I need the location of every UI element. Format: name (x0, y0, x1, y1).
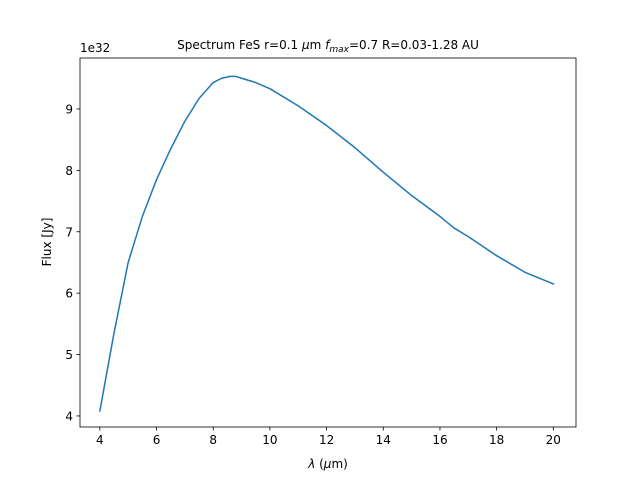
x-tick-label: 8 (209, 433, 217, 447)
y-tick-label: 4 (65, 409, 73, 423)
y-offset-text: 1e32 (80, 41, 110, 55)
chart-title: Spectrum FeS r=0.1 μm fmax=0.7 R=0.03-1.… (177, 38, 479, 55)
plot-frame (79, 57, 577, 428)
y-tick-label: 8 (65, 164, 73, 178)
x-tick-label: 12 (319, 433, 334, 447)
x-axis-label: λ (μm) (307, 457, 348, 471)
y-tick-label: 6 (65, 287, 73, 301)
y-tick-label: 7 (65, 225, 73, 239)
x-tick-label: 18 (489, 433, 504, 447)
x-tick-label: 10 (262, 433, 277, 447)
x-tick-label: 6 (153, 433, 161, 447)
series-line-flux (98, 75, 555, 412)
x-tick-label: 20 (546, 433, 561, 447)
y-tick-label: 5 (65, 348, 73, 362)
x-tick-label: 14 (376, 433, 391, 447)
x-tick-label: 16 (432, 433, 447, 447)
plot-area (80, 58, 576, 427)
ticks: 4 6 8 10 12 14 16 18 20 4 5 6 7 8 9 (65, 102, 561, 447)
y-axis-label: Flux [Jy] (40, 218, 54, 267)
y-tick-label: 9 (65, 102, 73, 116)
x-tick-label: 4 (96, 433, 104, 447)
